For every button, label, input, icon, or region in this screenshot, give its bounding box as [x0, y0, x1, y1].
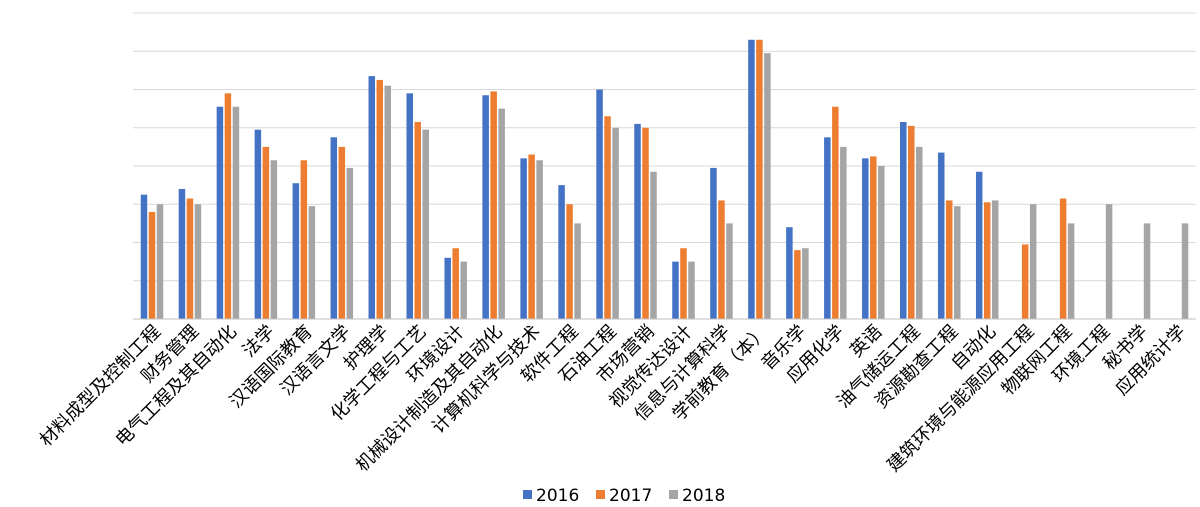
bar-2017	[224, 93, 232, 319]
bars	[140, 39, 1189, 320]
bar-2018	[1067, 223, 1075, 319]
bar-2018	[536, 160, 543, 319]
bar-2017	[528, 154, 535, 319]
bar-2016	[710, 167, 717, 319]
bar-2016	[406, 93, 413, 319]
bar-2017	[186, 198, 194, 319]
bar-2016	[520, 158, 527, 319]
bar-2016	[216, 106, 224, 320]
bar-2018	[688, 261, 695, 319]
bar-2018	[232, 106, 240, 320]
bar-2017	[604, 116, 611, 320]
bar-2016	[140, 194, 148, 319]
legend: 2016 2017 2018	[523, 486, 725, 506]
bar-2018	[802, 248, 809, 319]
bar-2016	[672, 261, 679, 319]
bar-2017	[756, 39, 763, 320]
bar-2016	[482, 95, 489, 319]
bar-2017	[1059, 198, 1067, 319]
legend-swatch	[669, 490, 678, 499]
bar-2018	[612, 127, 619, 319]
bar-2017	[262, 146, 270, 319]
legend-swatch	[596, 490, 605, 499]
bar-2018	[840, 146, 847, 319]
bar-2016	[786, 227, 793, 319]
bar-2018	[460, 261, 467, 319]
bar-2017	[1021, 244, 1029, 319]
bar-2016	[975, 171, 983, 319]
bar-2018	[916, 146, 923, 319]
bar-2017	[945, 200, 953, 319]
bar-2017	[642, 127, 649, 319]
bar-2016	[937, 152, 945, 319]
bar-2018	[764, 53, 771, 319]
bar-2018	[384, 85, 392, 319]
bar-2017	[794, 250, 801, 319]
bar-2016	[824, 137, 831, 319]
bar-2018	[1181, 223, 1189, 319]
bar-2016	[862, 158, 869, 319]
bar-2018	[156, 204, 164, 319]
bar-2017	[870, 156, 877, 319]
bar-2017	[452, 248, 459, 319]
bar-2017	[300, 160, 308, 319]
bar-2018	[650, 171, 657, 319]
bar-2018	[953, 206, 961, 319]
x-tick-labels: 材料成型及控制工程财务管理电气工程及其自动化法学汉语国际教育汉语言文学护理学化学…	[36, 321, 1190, 476]
bar-2018	[270, 160, 278, 319]
bar-2018	[498, 108, 505, 319]
bar-2017	[338, 146, 346, 319]
legend-swatch	[523, 490, 532, 499]
bar-2016	[178, 188, 186, 319]
bar-2017	[376, 79, 384, 319]
bar-2016	[900, 122, 907, 319]
bar-2017	[908, 125, 915, 320]
gridlines	[133, 12, 1196, 282]
bar-2016	[596, 89, 603, 319]
bar-2018	[1143, 223, 1151, 319]
bar-2017	[566, 204, 573, 319]
bar-2017	[983, 202, 991, 319]
bar-2017	[718, 200, 725, 319]
bar-2016	[330, 137, 338, 319]
bar-2018	[991, 200, 999, 319]
bar-2017	[414, 122, 421, 319]
bar-2017	[832, 106, 839, 320]
bar-2018	[194, 204, 202, 319]
bar-2016	[748, 39, 755, 320]
bar-2018	[346, 167, 354, 319]
bar-2017	[680, 248, 687, 319]
legend-label: 2017	[609, 486, 652, 506]
legend-label: 2016	[536, 486, 579, 506]
bar-2016	[558, 185, 565, 319]
bar-2017	[490, 91, 497, 319]
bar-2018	[1105, 204, 1113, 319]
bar-2016	[368, 76, 376, 319]
bar-2016	[292, 183, 300, 319]
bar-2018	[726, 223, 733, 319]
bar-2016	[634, 123, 641, 319]
bar-2018	[422, 129, 429, 319]
legend-label: 2018	[682, 486, 725, 506]
bar-2016	[444, 257, 451, 319]
bar-2018	[1029, 204, 1037, 319]
bar-2017	[148, 211, 156, 319]
bar-2018	[574, 223, 581, 319]
bar-2016	[254, 129, 262, 319]
bar-2018	[308, 206, 316, 319]
bar-2018	[878, 166, 885, 319]
